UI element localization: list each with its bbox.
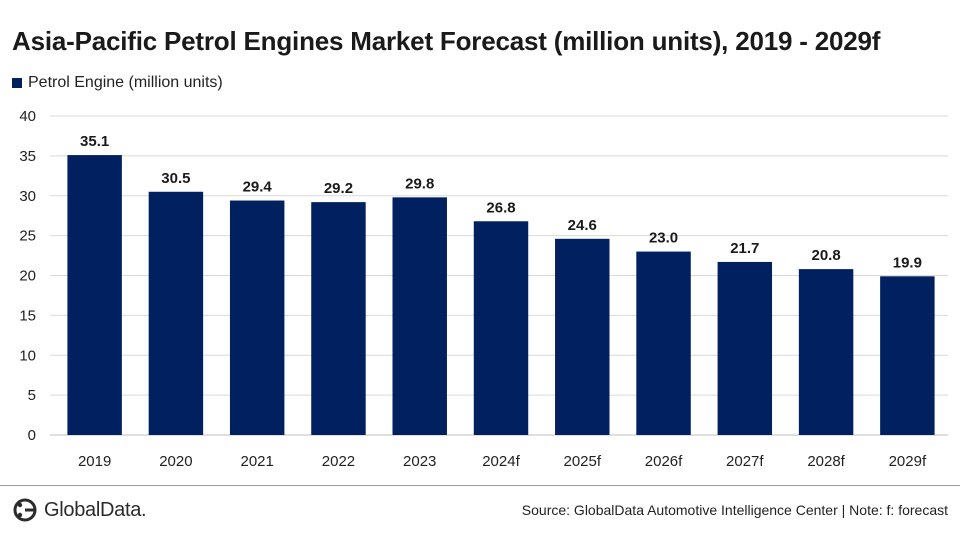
y-tick-label: 5 — [28, 387, 36, 404]
bar — [636, 251, 691, 435]
x-tick-label: 2027f — [726, 453, 764, 470]
y-tick-label: 15 — [19, 307, 36, 324]
data-label: 24.6 — [568, 217, 597, 234]
bar — [148, 191, 204, 435]
bar — [311, 202, 366, 435]
data-label: 19.9 — [893, 254, 922, 271]
x-tick-label: 2028f — [807, 453, 845, 470]
x-tick-label: 2020 — [159, 453, 192, 470]
y-tick-label: 30 — [19, 188, 36, 205]
data-label: 30.5 — [161, 170, 190, 187]
data-label: 35.1 — [80, 133, 109, 150]
y-tick-label: 20 — [19, 268, 36, 285]
globaldata-logo-icon — [13, 498, 37, 522]
bar-chart: 0 5 10 15 20 25 30 35 40 35.1 2019 30.5 2020 29.4 2021… — [19, 108, 948, 470]
legend: Petrol Engine (million units) — [12, 74, 223, 92]
legend-swatch — [12, 78, 22, 88]
x-tick-label: 2022 — [322, 453, 355, 470]
x-tick-label: 2026f — [645, 453, 683, 470]
bar — [880, 276, 935, 435]
bar — [473, 221, 529, 435]
data-label: 29.8 — [405, 175, 434, 192]
y-tick-label: 10 — [19, 347, 36, 364]
x-tick-label: 2023 — [403, 453, 436, 470]
data-label: 21.7 — [730, 240, 759, 257]
x-tick-label: 2021 — [240, 453, 273, 470]
x-tick-label: 2029f — [889, 453, 927, 470]
chart-title: Asia-Pacific Petrol Engines Market Forec… — [12, 26, 881, 56]
x-tick-label: 2025f — [563, 453, 601, 470]
y-tick-label: 25 — [19, 228, 36, 245]
data-label: 26.8 — [486, 199, 515, 216]
legend-label: Petrol Engine (million units) — [28, 74, 223, 91]
footer-divider — [0, 485, 960, 486]
bar — [717, 261, 773, 435]
source-note: Source: GlobalData Automotive Intelligen… — [521, 502, 948, 518]
globaldata-logo: GlobalData. — [12, 497, 147, 523]
data-label: 29.2 — [324, 180, 353, 197]
bar — [798, 269, 854, 435]
data-label: 29.4 — [243, 179, 273, 196]
y-tick-label: 0 — [28, 427, 36, 444]
x-tick-label: 2024f — [482, 453, 520, 470]
bar — [229, 200, 285, 435]
bar — [555, 238, 610, 435]
bar — [392, 197, 447, 435]
logo-text: GlobalData. — [44, 498, 147, 521]
bar — [67, 155, 122, 435]
data-label: 20.8 — [811, 247, 840, 264]
y-tick-label: 35 — [19, 148, 36, 165]
x-tick-label: 2019 — [78, 453, 111, 470]
data-label: 23.0 — [649, 230, 678, 247]
y-tick-label: 40 — [19, 108, 36, 125]
